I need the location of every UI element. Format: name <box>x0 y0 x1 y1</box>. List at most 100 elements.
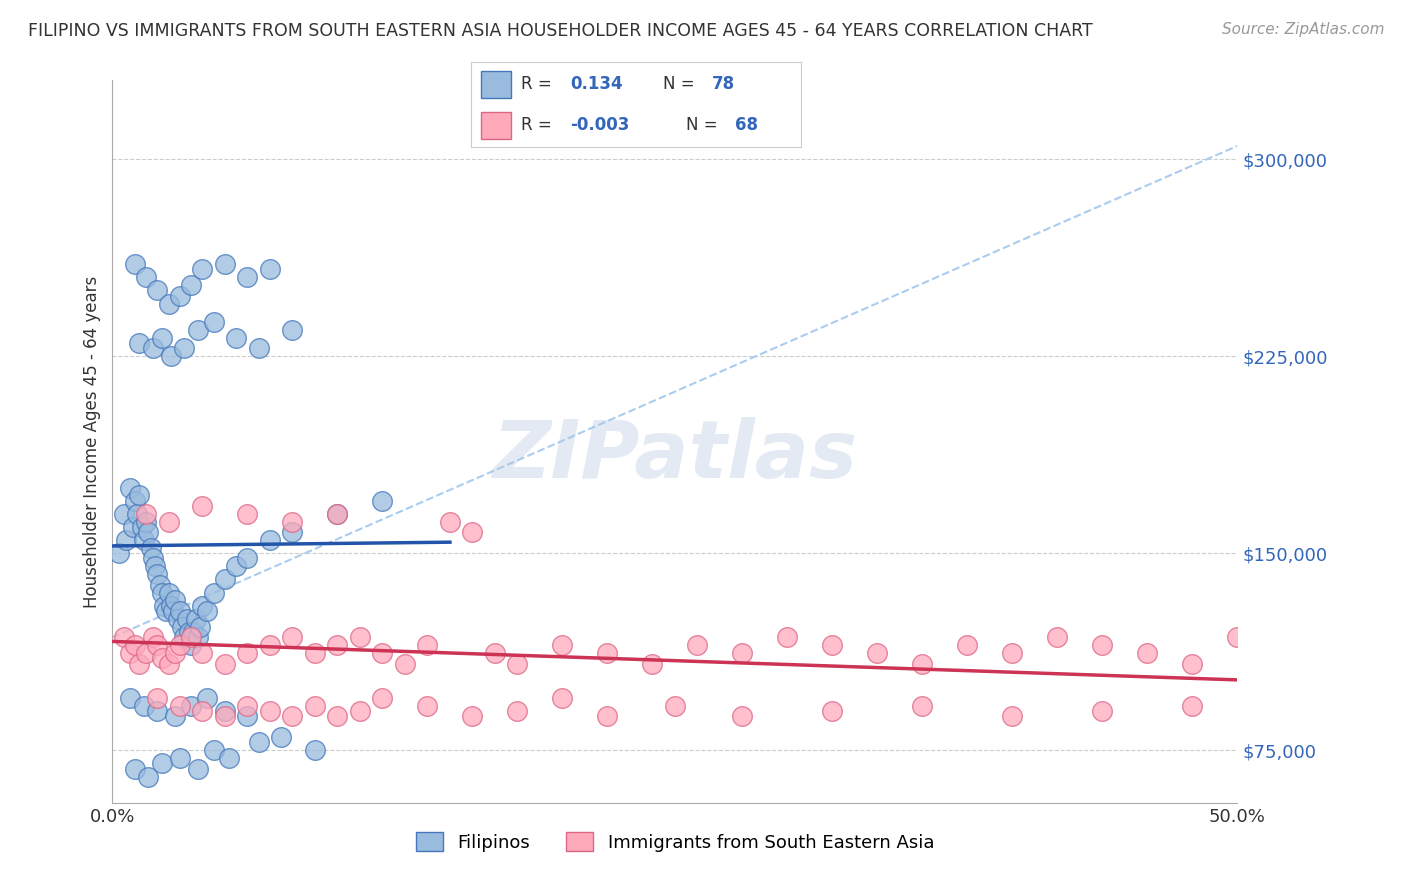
Point <box>135 646 157 660</box>
Point <box>124 493 146 508</box>
Point <box>132 698 155 713</box>
Point <box>155 604 177 618</box>
Point <box>371 690 394 705</box>
Point <box>641 657 664 671</box>
Point <box>461 709 484 723</box>
Point <box>112 507 135 521</box>
Point <box>169 289 191 303</box>
Point <box>128 336 150 351</box>
Text: 68: 68 <box>735 116 758 134</box>
Point <box>176 612 198 626</box>
Point <box>218 751 240 765</box>
Bar <box>481 112 510 139</box>
Point <box>236 270 259 285</box>
Point <box>202 743 225 757</box>
Point <box>776 630 799 644</box>
Point <box>187 630 209 644</box>
Point <box>135 507 157 521</box>
Point <box>686 638 709 652</box>
Point <box>281 525 304 540</box>
Point <box>821 704 844 718</box>
Point <box>225 559 247 574</box>
Point <box>120 481 142 495</box>
Point <box>138 770 160 784</box>
Point <box>124 257 146 271</box>
Point <box>1181 698 1204 713</box>
Point <box>172 620 194 634</box>
Point <box>202 585 225 599</box>
Point <box>259 704 281 718</box>
Point <box>184 612 207 626</box>
Point <box>128 488 150 502</box>
Point <box>142 341 165 355</box>
Point <box>270 730 292 744</box>
Point <box>236 551 259 566</box>
Point <box>187 323 209 337</box>
Point <box>506 657 529 671</box>
Point <box>664 698 686 713</box>
Point <box>187 762 209 776</box>
Point <box>281 630 304 644</box>
Point <box>214 704 236 718</box>
Point <box>146 284 169 298</box>
Point <box>150 585 173 599</box>
Point <box>169 698 191 713</box>
Point <box>120 690 142 705</box>
Point <box>326 507 349 521</box>
Text: -0.003: -0.003 <box>571 116 630 134</box>
Point <box>326 709 349 723</box>
Text: N =: N = <box>686 116 723 134</box>
Point <box>866 646 889 660</box>
Point <box>596 709 619 723</box>
Point <box>162 604 184 618</box>
Text: R =: R = <box>520 116 557 134</box>
Point <box>169 751 191 765</box>
Point <box>349 704 371 718</box>
Point <box>157 657 180 671</box>
Text: Source: ZipAtlas.com: Source: ZipAtlas.com <box>1222 22 1385 37</box>
Point <box>160 349 183 363</box>
Point <box>1046 630 1069 644</box>
Point <box>135 270 157 285</box>
Point <box>236 646 259 660</box>
Point <box>173 341 195 355</box>
Point <box>214 573 236 587</box>
Point <box>166 612 188 626</box>
Point <box>236 698 259 713</box>
Point <box>731 646 754 660</box>
Point <box>150 756 173 771</box>
Point <box>416 698 439 713</box>
Text: FILIPINO VS IMMIGRANTS FROM SOUTH EASTERN ASIA HOUSEHOLDER INCOME AGES 45 - 64 Y: FILIPINO VS IMMIGRANTS FROM SOUTH EASTER… <box>28 22 1092 40</box>
Point <box>236 507 259 521</box>
Point <box>146 690 169 705</box>
Legend: Filipinos, Immigrants from South Eastern Asia: Filipinos, Immigrants from South Eastern… <box>409 825 941 859</box>
Point <box>150 331 173 345</box>
Point <box>225 331 247 345</box>
Point <box>124 638 146 652</box>
Point <box>349 630 371 644</box>
Point <box>551 638 574 652</box>
Point <box>146 638 169 652</box>
Point <box>180 698 202 713</box>
Point <box>127 507 149 521</box>
Point <box>195 690 218 705</box>
Point <box>191 599 214 613</box>
Point <box>394 657 416 671</box>
Point <box>142 630 165 644</box>
Point <box>259 533 281 547</box>
Point <box>157 515 180 529</box>
Point <box>138 525 160 540</box>
Point <box>124 762 146 776</box>
Bar <box>481 71 510 98</box>
Text: 0.134: 0.134 <box>571 76 623 94</box>
Point <box>214 657 236 671</box>
Point <box>821 638 844 652</box>
Point <box>115 533 138 547</box>
Point <box>214 709 236 723</box>
Point <box>247 341 270 355</box>
Point <box>214 257 236 271</box>
Point <box>177 625 200 640</box>
Point <box>150 651 173 665</box>
Point <box>304 646 326 660</box>
Point <box>596 646 619 660</box>
